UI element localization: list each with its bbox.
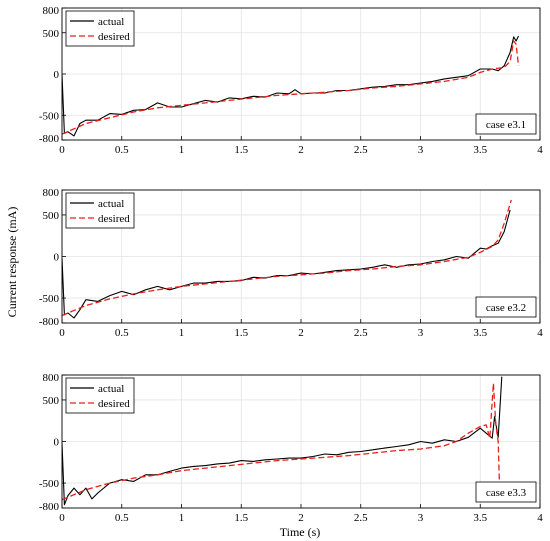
x-tick-label: 2: [298, 512, 304, 524]
x-tick-label: 2.5: [354, 327, 368, 339]
legend-box: [65, 10, 135, 47]
y-tick-label: 800: [43, 5, 60, 17]
y-tick-label: 0: [54, 69, 60, 81]
x-tick-label: 1.5: [234, 327, 248, 339]
x-tick-label: 0: [59, 327, 65, 339]
x-tick-label: 3: [418, 512, 424, 524]
x-tick-label: 3.5: [473, 144, 487, 156]
series-line-desired: [62, 199, 512, 317]
legend-label-desired: desired: [98, 213, 130, 225]
x-tick-label: 2.5: [354, 512, 368, 524]
series-line-actual: [62, 376, 503, 506]
case-label-box: [475, 481, 537, 503]
x-tick-label: 0.5: [115, 512, 129, 524]
panel-case-e3-3: 0 0.5 1 1.5 2 2.5 3 3.5 4 -800 -500 0 500 800 actual de…: [39, 372, 543, 524]
x-tick-label: 3: [418, 144, 424, 156]
x-tick-label: 2.5: [354, 144, 368, 156]
x-tick-label: 1: [179, 144, 185, 156]
legend: actual desired: [65, 10, 135, 47]
case-label: case e3.1: [486, 119, 526, 131]
legend-box: [65, 377, 135, 414]
x-tick-label: 0.5: [115, 144, 129, 156]
x-tick-label: 2: [298, 144, 304, 156]
y-tick-label: -800: [39, 501, 60, 513]
panel-case-e3-2: 0 0.5 1 1.5 2 2.5 3 3.5 4 -800 -500 0 500 800 actual de…: [39, 187, 543, 339]
x-tick-label: 2: [298, 327, 304, 339]
axes-frame: [61, 7, 541, 141]
axes-frame: [61, 374, 541, 509]
x-tick-label: 1: [179, 327, 185, 339]
axes-frame: [61, 189, 541, 324]
x-tick-label: 1.5: [234, 512, 248, 524]
y-tick-label: 0: [54, 252, 60, 264]
series-line-actual: [62, 35, 519, 137]
x-tick-label: 4: [537, 512, 543, 524]
case-label-box: [475, 113, 537, 135]
y-tick-label: 500: [43, 210, 60, 222]
legend-label-desired: desired: [98, 31, 130, 43]
x-tick-label: 4: [537, 327, 543, 339]
legend-label-actual: actual: [98, 16, 124, 28]
legend: actual desired: [65, 377, 135, 414]
y-tick-label: -500: [39, 478, 60, 490]
x-axis-label: Time (s): [280, 525, 321, 539]
x-tick-label: 0: [59, 512, 65, 524]
y-axis-label: Current response (mA): [5, 207, 19, 318]
legend-label-desired: desired: [98, 398, 130, 410]
x-tick-label: 0: [59, 144, 65, 156]
series-line-desired: [62, 40, 520, 135]
y-tick-label: 800: [43, 187, 60, 199]
x-tick-label: 3: [418, 327, 424, 339]
case-label: case e3.2: [486, 302, 526, 314]
case-label: case e3.3: [486, 487, 527, 499]
y-tick-label: 500: [43, 395, 60, 407]
y-tick-label: -800: [39, 133, 60, 145]
legend: actual desired: [65, 192, 135, 229]
x-tick-label: 1.5: [234, 144, 248, 156]
series-line-desired: [62, 382, 501, 501]
y-tick-label: 0: [54, 437, 60, 449]
x-tick-label: 3.5: [473, 327, 487, 339]
x-tick-label: 3.5: [473, 512, 487, 524]
y-tick-label: -800: [39, 316, 60, 328]
y-tick-label: 800: [43, 372, 60, 384]
y-tick-label: -500: [39, 293, 60, 305]
y-tick-label: -500: [39, 110, 60, 122]
x-tick-label: 0.5: [115, 327, 129, 339]
panel-case-e3-1: 0 0.5 1 1.5 2 2.5 3 3.5 4 -800 -500 0 500 800 actual de…: [39, 5, 543, 156]
legend-box: [65, 192, 135, 229]
case-label-box: [475, 296, 537, 318]
y-tick-label: 500: [43, 28, 60, 40]
legend-label-actual: actual: [98, 383, 124, 395]
legend-label-actual: actual: [98, 198, 124, 210]
x-tick-label: 4: [537, 144, 543, 156]
x-tick-label: 1: [179, 512, 185, 524]
